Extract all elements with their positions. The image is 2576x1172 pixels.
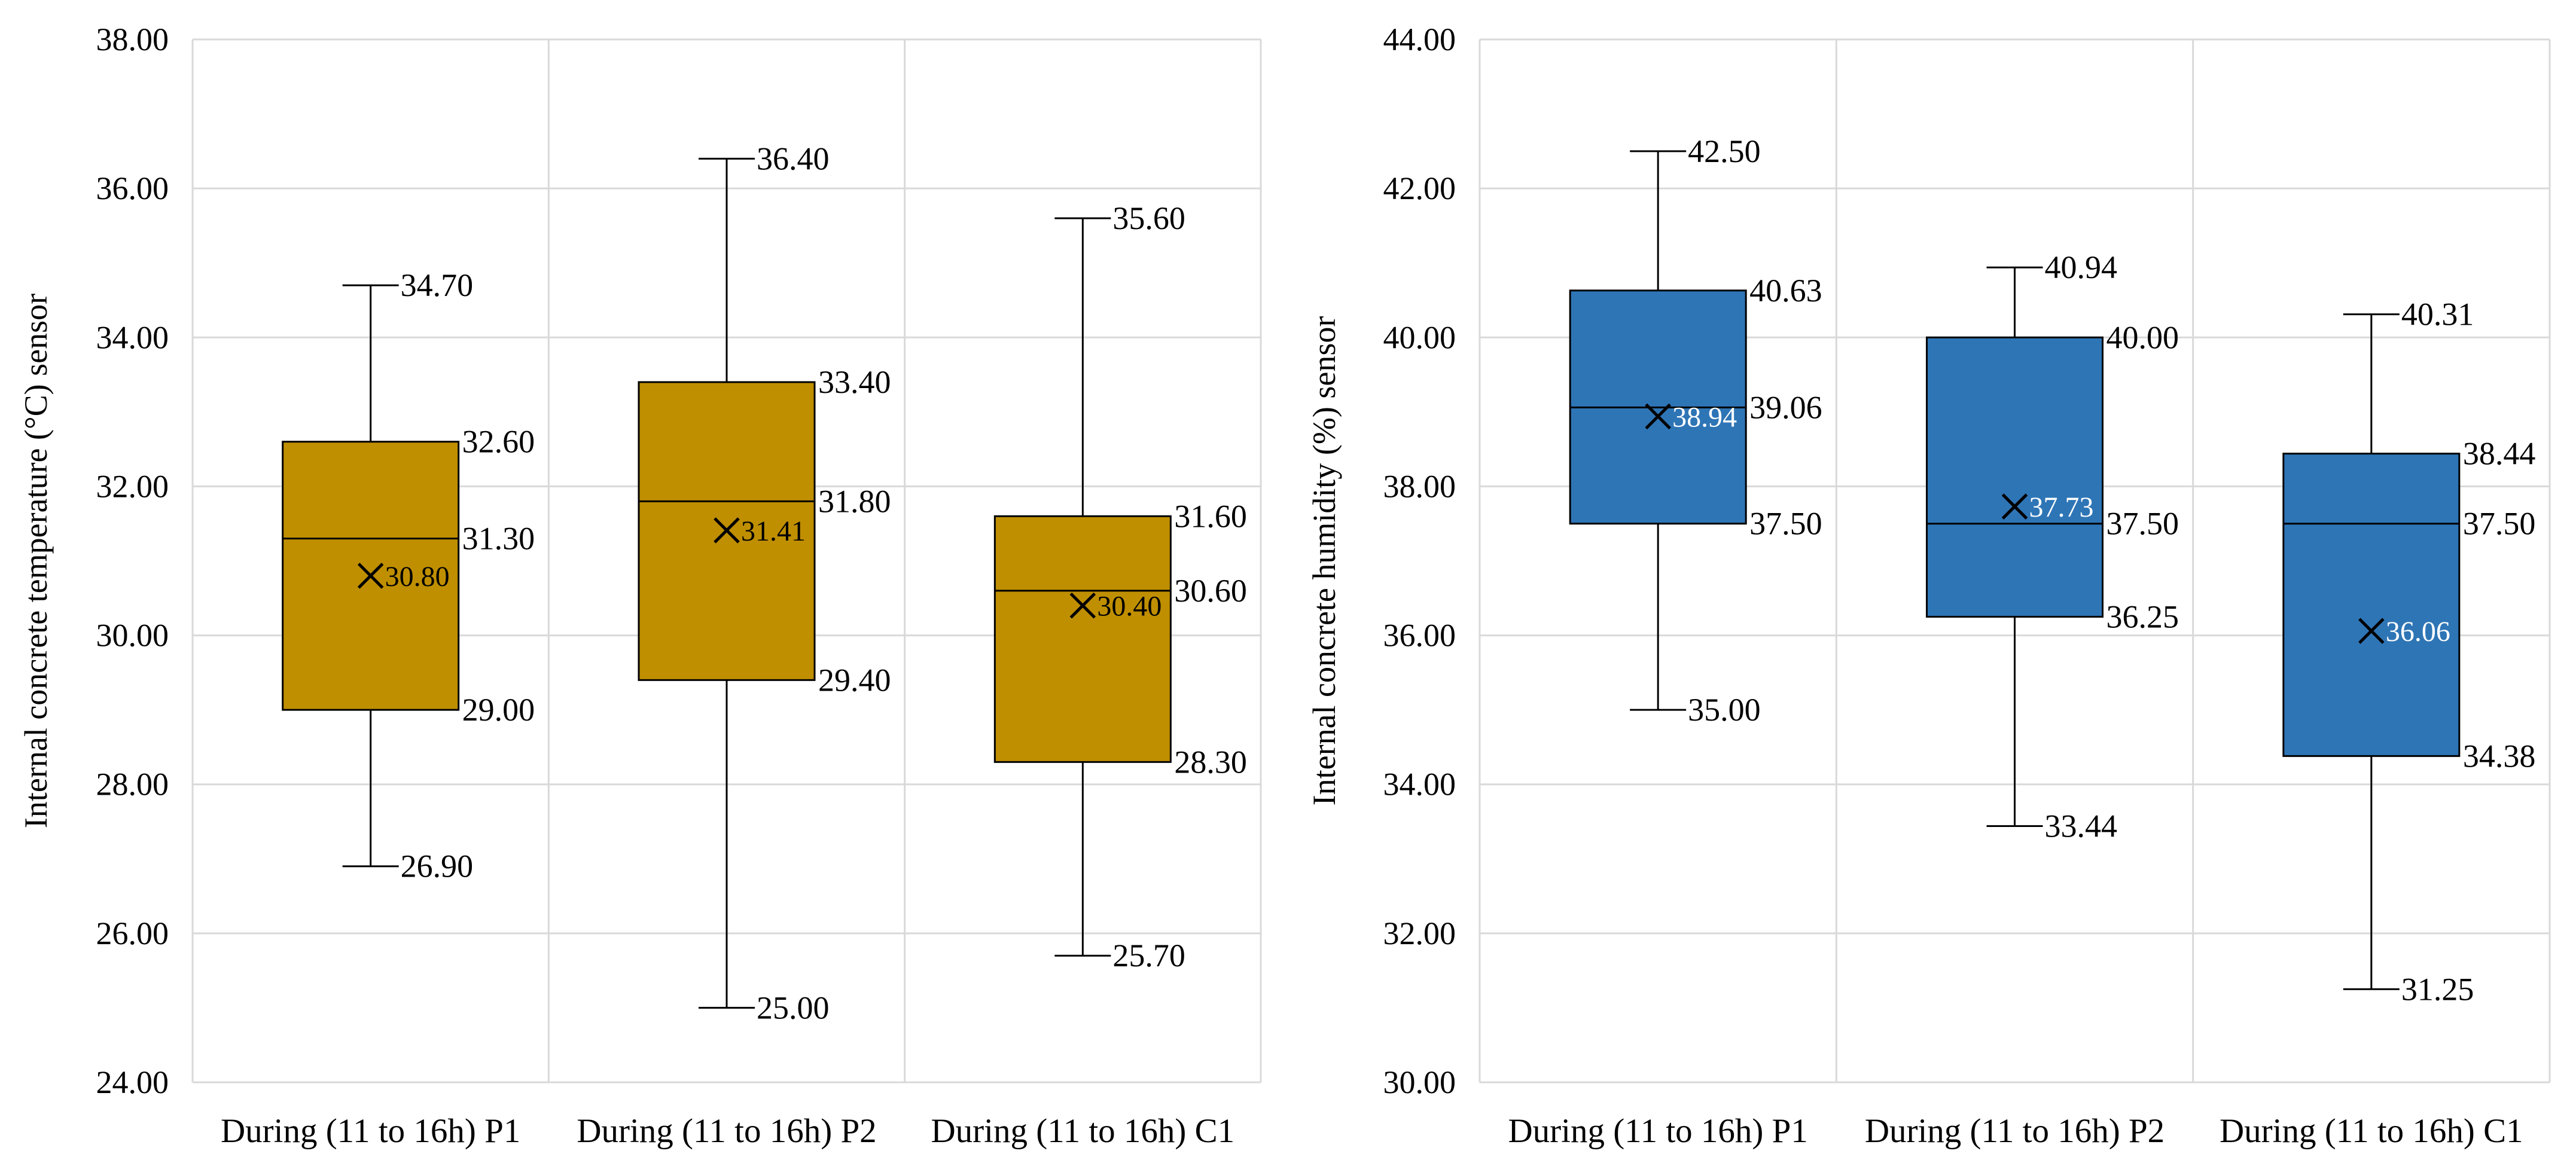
min-data-label: 35.00 bbox=[1688, 692, 1761, 728]
box-plot-1: 42.50 35.00 40.63 37.50 39.06 38.94 bbox=[1569, 133, 1822, 728]
y-axis-label: Internal concrete temperature (°C) senso… bbox=[18, 294, 54, 828]
box-plot-3: 35.60 25.70 31.60 28.30 30.60 30.40 bbox=[993, 200, 1247, 973]
median-data-label: 31.80 bbox=[818, 483, 891, 519]
q1-data-label: 29.40 bbox=[818, 662, 891, 698]
mean-marker bbox=[2001, 493, 2028, 520]
y-tick-label: 24.00 bbox=[96, 1064, 169, 1100]
q1-data-label: 34.38 bbox=[2463, 738, 2536, 774]
box-plot-2: 36.40 25.00 33.40 29.40 31.80 31.41 bbox=[638, 141, 891, 1026]
min-data-label: 25.00 bbox=[757, 990, 830, 1026]
y-tick-label: 30.00 bbox=[1383, 1064, 1456, 1100]
q1-data-label: 37.50 bbox=[1749, 506, 1822, 542]
max-data-label: 40.31 bbox=[2401, 297, 2474, 332]
min-data-label: 33.44 bbox=[2045, 808, 2118, 844]
iqr-box bbox=[1926, 336, 2104, 618]
q1-data-label: 29.00 bbox=[462, 692, 535, 728]
max-data-label: 36.40 bbox=[757, 141, 830, 176]
y-tick-label: 26.00 bbox=[96, 915, 169, 951]
y-tick-label: 32.00 bbox=[1383, 915, 1456, 951]
y-tick-label: 30.00 bbox=[96, 618, 169, 654]
mean-data-label: 36.06 bbox=[2386, 616, 2450, 648]
mean-data-label: 38.94 bbox=[1672, 401, 1737, 433]
x-category-label: During (11 to 16h) C1 bbox=[2220, 1112, 2523, 1150]
mean-data-label: 37.73 bbox=[2029, 492, 2094, 523]
min-data-label: 31.25 bbox=[2401, 971, 2474, 1007]
max-data-label: 40.94 bbox=[2045, 249, 2118, 285]
mean-marker bbox=[714, 517, 740, 544]
y-tick-label: 44.00 bbox=[1383, 22, 1456, 57]
q1-data-label: 36.25 bbox=[2106, 599, 2179, 634]
y-tick-label: 28.00 bbox=[96, 767, 169, 802]
box-plot-1: 34.70 26.90 32.60 29.00 31.30 30.80 bbox=[282, 267, 535, 884]
q3-data-label: 38.44 bbox=[2463, 436, 2536, 472]
temperature-boxplot: 24.00 26.00 28.00 30.00 32.00 34.00 36.00 38.00… bbox=[18, 22, 1262, 1150]
y-tick-label: 32.00 bbox=[96, 468, 169, 504]
y-tick-label: 38.00 bbox=[1383, 468, 1456, 504]
y-tick-label: 38.00 bbox=[96, 22, 169, 57]
mean-marker bbox=[1645, 403, 1671, 430]
mean-marker bbox=[357, 563, 384, 589]
y-tick-label: 40.00 bbox=[1383, 319, 1456, 355]
y-tick-label: 36.00 bbox=[96, 170, 169, 206]
q1-data-label: 28.30 bbox=[1174, 744, 1247, 780]
q3-data-label: 32.60 bbox=[462, 424, 535, 460]
y-axis-label: Internal concrete humidity (%) sensor bbox=[1306, 316, 1342, 806]
y-tick-label: 34.00 bbox=[1383, 767, 1456, 802]
min-data-label: 26.90 bbox=[401, 849, 474, 884]
mean-marker bbox=[1069, 592, 1096, 619]
median-data-label: 37.50 bbox=[2106, 506, 2179, 542]
x-category-label: During (11 to 16h) C1 bbox=[931, 1112, 1234, 1150]
box-plot-2: 40.94 33.44 40.00 36.25 37.50 37.73 bbox=[1926, 249, 2179, 844]
mean-data-label: 30.40 bbox=[1097, 591, 1162, 622]
y-tick-label: 34.00 bbox=[96, 319, 169, 355]
y-tick-label: 36.00 bbox=[1383, 618, 1456, 654]
x-category-label: During (11 to 16h) P1 bbox=[221, 1112, 520, 1150]
y-tick-label: 42.00 bbox=[1383, 170, 1456, 206]
q3-data-label: 40.63 bbox=[1749, 273, 1822, 309]
mean-data-label: 30.80 bbox=[385, 561, 450, 593]
max-data-label: 42.50 bbox=[1688, 133, 1761, 169]
x-category-label: During (11 to 16h) P2 bbox=[1865, 1112, 2165, 1150]
humidity-boxplot: 30.00 32.00 34.00 36.00 38.00 40.00 42.00 44.00… bbox=[1306, 22, 2551, 1150]
q3-data-label: 40.00 bbox=[2106, 319, 2179, 355]
max-data-label: 34.70 bbox=[401, 267, 474, 303]
q3-data-label: 33.40 bbox=[818, 364, 891, 400]
x-category-label: During (11 to 16h) P1 bbox=[1508, 1112, 1807, 1150]
iqr-box bbox=[2282, 453, 2461, 757]
median-data-label: 31.30 bbox=[462, 521, 535, 557]
median-data-label: 30.60 bbox=[1174, 573, 1247, 609]
q3-data-label: 31.60 bbox=[1174, 498, 1247, 534]
mean-marker bbox=[2358, 618, 2385, 644]
median-data-label: 39.06 bbox=[1749, 389, 1822, 425]
mean-data-label: 31.41 bbox=[741, 515, 806, 547]
x-category-label: During (11 to 16h) P2 bbox=[577, 1112, 876, 1150]
min-data-label: 25.70 bbox=[1112, 938, 1185, 973]
median-data-label: 37.50 bbox=[2463, 506, 2536, 542]
max-data-label: 35.60 bbox=[1112, 200, 1185, 236]
box-plot-3: 40.31 31.25 38.44 34.38 37.50 36.06 bbox=[2282, 297, 2536, 1007]
iqr-box bbox=[993, 515, 1172, 763]
